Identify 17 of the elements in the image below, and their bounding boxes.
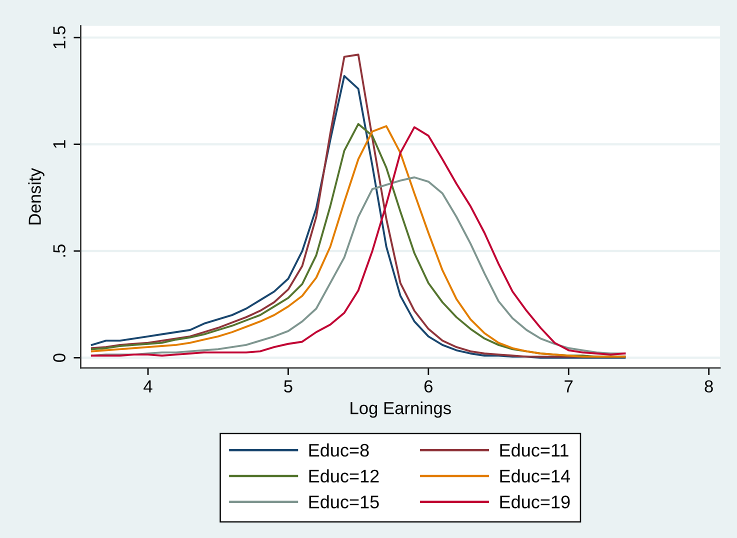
y-tick-label: .5 bbox=[53, 244, 66, 257]
legend-label: Educ=19 bbox=[500, 495, 570, 508]
x-tick-label: 5 bbox=[284, 380, 292, 393]
x-tick-label: 6 bbox=[424, 380, 432, 393]
y-axis-title: Density bbox=[28, 168, 44, 224]
y-tick-label: 1.5 bbox=[53, 26, 66, 48]
legend-label: Educ=15 bbox=[309, 495, 379, 508]
legend-label: Educ=11 bbox=[500, 443, 568, 457]
x-axis-title: Log Earnings bbox=[350, 402, 451, 418]
legend-label: Educ=12 bbox=[309, 469, 379, 483]
y-tick-label: 1 bbox=[53, 140, 66, 148]
y-tick-label: 0 bbox=[53, 354, 66, 362]
x-tick-label: 7 bbox=[564, 380, 573, 392]
legend-label: Educ=14 bbox=[500, 469, 570, 483]
legend-label: Educ=8 bbox=[309, 443, 369, 457]
x-tick-label: 4 bbox=[144, 380, 152, 392]
x-tick-label: 8 bbox=[704, 380, 713, 393]
